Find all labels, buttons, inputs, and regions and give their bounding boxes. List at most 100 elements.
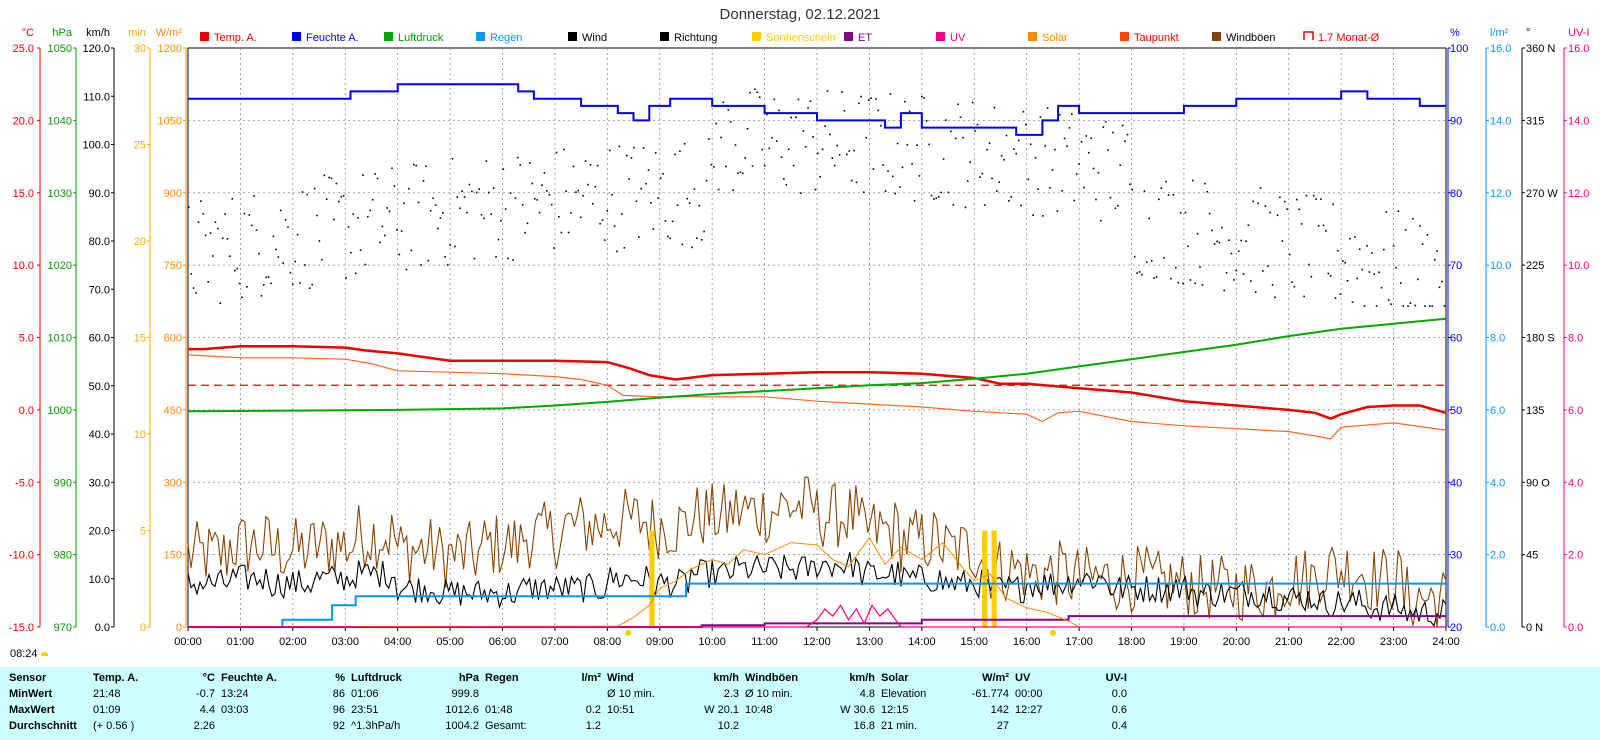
direction-point: [1003, 158, 1005, 161]
direction-point: [567, 231, 570, 234]
summary-row: Durchschnitt (+ 0.56 ) 2.26 92 ^1.3hPa/h 1004…: [6, 718, 1130, 734]
direction-point: [340, 195, 342, 198]
summary-cell: hPa: [458, 672, 479, 684]
direction-point: [659, 177, 662, 179]
summary-cell: 92: [332, 720, 345, 732]
direction-point: [272, 235, 275, 238]
direction-point: [976, 123, 979, 126]
time-tick-label: 11:00: [751, 636, 778, 648]
direction-point: [1429, 305, 1431, 307]
direction-point: [577, 189, 580, 192]
direction-point: [1237, 250, 1240, 252]
axis-tick-label-uv: 12.0: [1568, 188, 1589, 200]
direction-point: [705, 179, 708, 182]
direction-point: [621, 213, 623, 215]
direction-point: [1327, 272, 1330, 275]
direction-point: [640, 187, 642, 190]
direction-point: [1100, 219, 1102, 222]
direction-point: [1230, 252, 1233, 255]
direction-point: [1322, 224, 1325, 227]
direction-point: [1257, 202, 1259, 205]
direction-point: [826, 90, 829, 92]
direction-point: [906, 143, 909, 146]
direction-point: [674, 153, 676, 156]
direction-point: [858, 102, 860, 105]
direction-point: [1404, 229, 1407, 231]
time-tick-label: 06:00: [489, 636, 517, 648]
direction-point: [628, 178, 630, 180]
direction-point: [863, 191, 865, 193]
direction-point: [1187, 245, 1189, 247]
direction-point: [1235, 269, 1238, 272]
direction-point: [325, 198, 328, 200]
direction-point: [800, 192, 802, 194]
summary-panel: Sensor Temp. A. °C Feuchte A.% Luftdruck hPa R…: [0, 667, 1600, 740]
direction-point: [478, 188, 480, 190]
axis-unit-temp: °C: [22, 27, 34, 39]
direction-point: [589, 164, 592, 166]
direction-point: [565, 190, 567, 193]
direction-point: [802, 130, 805, 132]
direction-point: [323, 174, 326, 177]
direction-point: [901, 166, 904, 169]
summary-cell: Durchschnitt: [9, 720, 77, 732]
direction-point: [599, 222, 601, 225]
direction-point: [925, 120, 928, 122]
direction-point: [604, 239, 606, 241]
summary-cell: km/h: [849, 672, 875, 684]
direction-point: [1414, 304, 1417, 307]
direction-point: [850, 179, 853, 182]
summary-cell: [482, 686, 558, 702]
weather-chart: 25.0 20.0 15.0 10.0 5.0 0.0 -5.0 -10.0 -15.0 °C 10…: [9, 27, 1590, 648]
direction-point: [1441, 280, 1443, 283]
direction-point: [451, 158, 454, 160]
time-tick-label: 08:00: [594, 636, 622, 648]
direction-point: [558, 216, 560, 218]
legend-label: Regen: [490, 32, 522, 44]
direction-point: [1397, 210, 1400, 212]
direction-point: [1387, 299, 1390, 301]
direction-point: [630, 157, 633, 159]
sunrise-time: 08:24: [10, 648, 48, 660]
axis-tick-label-rain: 6.0: [1490, 405, 1505, 417]
axis-tick-label-sunshine: 10: [134, 429, 146, 441]
axis-tick-label-sunshine: 15: [134, 333, 146, 345]
direction-point: [461, 190, 463, 192]
direction-point: [1419, 225, 1421, 227]
direction-point: [584, 160, 587, 162]
direction-point: [490, 213, 492, 215]
direction-point: [703, 230, 705, 233]
direction-point: [1177, 281, 1180, 284]
direction-point: [446, 264, 449, 266]
direction-point: [582, 194, 584, 197]
axis-tick-label-wind: 60.0: [89, 333, 110, 345]
axis-tick-label-humidity: 90: [1450, 115, 1462, 127]
summary-cell: 4.8: [859, 688, 875, 700]
direction-point: [700, 239, 703, 241]
direction-point: [1436, 250, 1438, 252]
summary-cell: Solar: [881, 672, 909, 684]
summary-row: MinWert 21:48 -0.7 13:24 86 01:06 999.8 Ø 10 mi…: [6, 686, 1130, 702]
direction-point: [892, 175, 894, 178]
direction-point: [918, 175, 921, 177]
direction-point: [952, 204, 955, 206]
axis-tick-label-pressure: 1030: [48, 188, 72, 200]
series-luftdruck: [187, 317, 1447, 413]
legend-label: Luftdruck: [398, 32, 444, 44]
direction-point: [495, 256, 497, 258]
axis-tick-label-humidity: 70: [1450, 260, 1462, 272]
direction-point: [1208, 212, 1211, 215]
legend-label: Solar: [1042, 32, 1068, 44]
direction-point: [1402, 305, 1405, 307]
summary-cell: 0.0: [1111, 688, 1127, 700]
axis-tick-label-rain: 2.0: [1490, 550, 1505, 562]
direction-point: [541, 184, 543, 186]
summary-cell: 00:00: [1015, 688, 1043, 700]
direction-point: [209, 232, 212, 234]
axis-tick-label-uv: 6.0: [1568, 405, 1583, 417]
direction-point: [1010, 196, 1013, 198]
direction-point: [454, 245, 456, 248]
direction-point: [1329, 275, 1332, 277]
direction-point: [1075, 173, 1078, 175]
direction-point: [638, 236, 640, 238]
